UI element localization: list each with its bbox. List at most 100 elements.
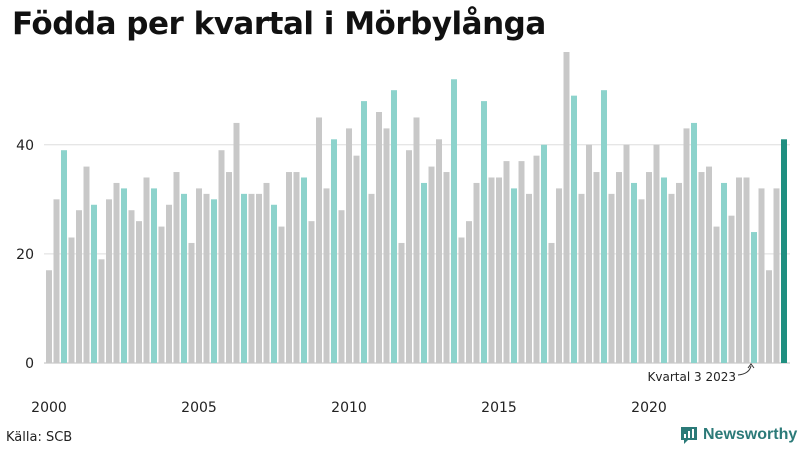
bar <box>346 128 352 363</box>
bar <box>458 237 465 363</box>
bar <box>623 144 630 363</box>
bar <box>323 188 330 363</box>
bar <box>653 144 660 363</box>
bar <box>316 117 322 363</box>
bar <box>218 150 225 363</box>
bar <box>556 188 562 363</box>
bar <box>608 193 615 363</box>
x-tick-label: 2020 <box>631 400 667 416</box>
bar <box>158 226 165 363</box>
bar <box>601 90 607 363</box>
bar <box>226 172 232 363</box>
bar <box>481 101 487 364</box>
bar <box>413 117 420 363</box>
bar <box>428 166 435 363</box>
bar <box>128 210 135 363</box>
bar <box>353 155 360 363</box>
bar <box>758 188 765 363</box>
x-axis-ticks: 2000 2005 2010 2015 2020 <box>31 400 667 416</box>
bar <box>376 112 382 364</box>
bar <box>361 101 367 364</box>
bar <box>151 188 157 363</box>
bars <box>46 52 787 364</box>
bar <box>338 210 345 363</box>
bar <box>646 172 652 363</box>
bar <box>173 172 180 363</box>
annotation-arrowhead <box>747 363 755 369</box>
bar <box>518 161 525 363</box>
bar <box>698 172 705 363</box>
bar <box>578 193 585 363</box>
bar <box>248 193 255 363</box>
bar <box>743 177 750 363</box>
x-tick-label: 2000 <box>31 400 67 416</box>
brand[interactable]: Newsworthy <box>679 425 797 445</box>
bar <box>271 204 277 363</box>
bar <box>293 172 300 363</box>
bar <box>76 210 82 363</box>
bar <box>533 155 540 363</box>
bar <box>466 221 472 363</box>
bar <box>241 193 247 363</box>
bar <box>503 161 510 363</box>
bar <box>278 226 285 363</box>
bar <box>683 128 690 363</box>
bar <box>773 188 780 363</box>
source-label: Källa: SCB <box>6 430 73 445</box>
bar <box>728 215 735 363</box>
newsworthy-logo-icon <box>681 427 697 444</box>
bar <box>53 199 60 363</box>
bar <box>473 182 480 363</box>
bar <box>136 221 142 363</box>
bar <box>721 182 727 363</box>
bar <box>571 95 577 364</box>
annotation-label: Kvartal 3 2023 <box>648 370 736 384</box>
bar <box>166 204 172 363</box>
bar <box>398 242 405 363</box>
bar <box>421 182 427 363</box>
annotation-arrow <box>737 365 752 376</box>
bar <box>781 139 787 363</box>
bar <box>113 182 120 363</box>
bar <box>496 177 502 363</box>
bar <box>616 172 622 363</box>
brand-name: Newsworthy <box>703 426 798 443</box>
bar <box>436 139 442 363</box>
x-tick-label: 2015 <box>481 400 517 416</box>
bar <box>233 122 240 364</box>
bar <box>368 193 375 363</box>
bar <box>331 139 337 363</box>
bar <box>91 204 97 363</box>
bar <box>83 166 90 363</box>
bar <box>203 193 210 363</box>
bar <box>661 177 667 363</box>
bar <box>451 79 457 363</box>
bar <box>548 242 555 363</box>
bar <box>181 193 187 363</box>
bar <box>143 177 150 363</box>
bar <box>488 177 495 363</box>
bar <box>766 270 772 363</box>
bar <box>308 221 315 363</box>
y-axis-ticks: 0 20 40 <box>16 138 34 372</box>
bar <box>196 188 202 363</box>
bar <box>736 177 742 363</box>
bar <box>443 172 450 363</box>
bar <box>691 122 697 364</box>
bar <box>541 144 547 363</box>
bar <box>526 193 532 363</box>
bar <box>46 270 52 363</box>
bar <box>121 188 127 363</box>
bar <box>68 237 75 363</box>
x-tick-label: 2010 <box>331 400 367 416</box>
bar <box>563 52 570 363</box>
bar <box>263 182 270 363</box>
bar <box>256 193 262 363</box>
bar <box>511 188 517 363</box>
bar <box>211 199 217 363</box>
bar <box>638 199 645 363</box>
bar <box>391 90 397 363</box>
y-tick-label: 0 <box>25 356 34 372</box>
bar <box>593 172 600 363</box>
